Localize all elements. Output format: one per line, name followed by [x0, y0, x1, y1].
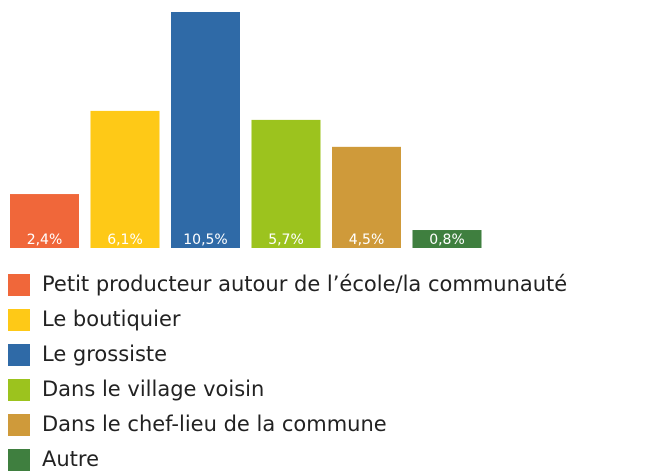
value-label: 6,1% [107, 232, 143, 248]
bar [332, 146, 401, 248]
value-label: 5,7% [268, 232, 304, 248]
legend-label: Le grossiste [42, 342, 167, 366]
bar [171, 12, 240, 248]
bar [412, 230, 482, 248]
legend-label: Le boutiquier [42, 307, 181, 331]
legend-label: Dans le village voisin [42, 377, 264, 401]
legend-label: Autre [42, 447, 99, 471]
value-label: 4,5% [349, 232, 385, 248]
legend-swatch [8, 344, 30, 366]
legend-swatch [8, 414, 30, 436]
value-label: 2,4% [27, 232, 63, 248]
bar [251, 119, 321, 248]
bar [10, 194, 79, 248]
value-label: 10,5% [183, 232, 227, 248]
legend-swatch [8, 274, 30, 296]
legend-label: Dans le chef-lieu de la commune [42, 412, 387, 436]
legend-swatch [8, 379, 30, 401]
legend-swatch [8, 449, 30, 471]
legend-swatch [8, 309, 30, 331]
legend-label: Petit producteur autour de l’école/la co… [42, 272, 567, 296]
value-label: 0,8% [429, 232, 465, 248]
bar [90, 110, 160, 249]
